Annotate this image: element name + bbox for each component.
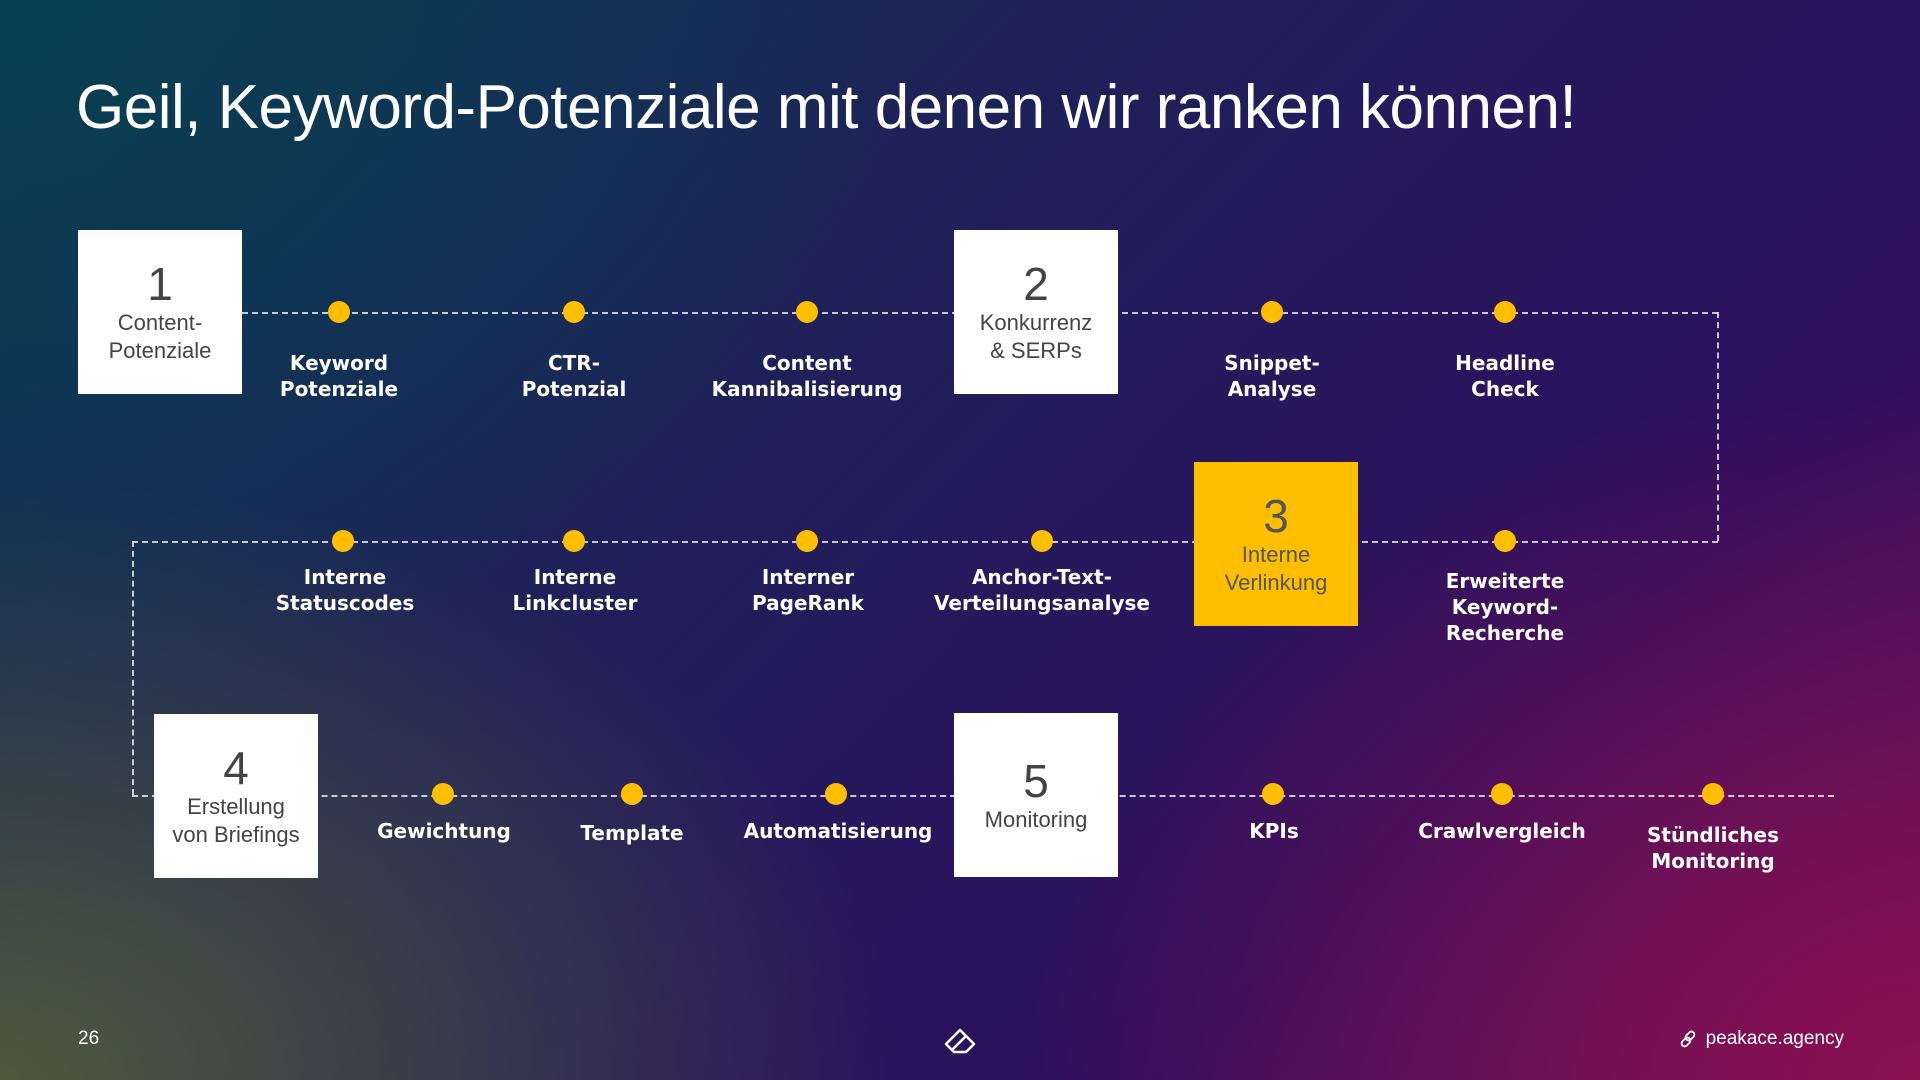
step-number: 3	[1263, 490, 1289, 542]
step-number: 2	[1023, 258, 1049, 310]
milestone-label: Keyword Potenziale	[279, 351, 399, 401]
website-link[interactable]: peakace.agency	[1678, 1028, 1844, 1050]
milestone-label: Headline Check	[1455, 351, 1555, 401]
milestone-dot	[1702, 783, 1724, 805]
milestone-dot	[621, 783, 643, 805]
website-link-text[interactable]: peakace.agency	[1705, 1028, 1844, 1049]
milestone-dot	[563, 530, 585, 552]
milestone-dot	[1031, 530, 1053, 552]
milestone-label: Gewichtung	[377, 819, 511, 843]
page-title: Geil, Keyword-Potenziale mit denen wir r…	[76, 73, 1577, 142]
milestone-label: Anchor-Text- Verteilungsanalyse	[934, 565, 1150, 615]
timeline-line	[1717, 312, 1719, 541]
step-label: Interne Verlinkung	[1224, 542, 1328, 595]
step-box-5: 5 Monitoring	[954, 713, 1118, 877]
milestone-label: CTR- Potenzial	[521, 351, 627, 401]
step-number: 1	[147, 258, 173, 310]
milestone-dot	[825, 783, 847, 805]
milestone-dot	[432, 783, 454, 805]
step-box-1: 1 Content- Potenziale	[78, 230, 242, 394]
milestone-dot	[328, 301, 350, 323]
step-box-2: 2 Konkurrenz & SERPs	[954, 230, 1118, 394]
milestone-label: Erweiterte Keyword- Recherche	[1445, 569, 1565, 645]
milestone-label: KPIs	[1249, 819, 1299, 843]
milestone-dot	[1261, 301, 1283, 323]
link-icon	[1680, 1030, 1695, 1048]
step-box-3: 3 Interne Verlinkung	[1194, 462, 1358, 626]
step-number: 5	[1023, 755, 1049, 807]
step-label: Konkurrenz & SERPs	[979, 310, 1093, 363]
milestone-dot	[1262, 783, 1284, 805]
timeline-line	[132, 541, 1718, 543]
milestone-label: Interne Statuscodes	[275, 565, 415, 615]
milestone-dot	[796, 530, 818, 552]
page-number: 26	[78, 1028, 100, 1049]
milestone-label: Stündliches Monitoring	[1646, 823, 1780, 873]
step-label: Monitoring	[984, 807, 1088, 832]
milestone-label: Interner PageRank	[752, 565, 864, 615]
milestone-dot	[1494, 301, 1516, 323]
step-label: Content- Potenziale	[108, 310, 212, 363]
milestone-dot	[1491, 783, 1513, 805]
milestone-dot	[796, 301, 818, 323]
timeline-line	[132, 541, 134, 795]
milestone-label: Crawlvergleich	[1418, 819, 1586, 843]
milestone-dot	[563, 301, 585, 323]
milestone-dot	[332, 530, 354, 552]
step-label: Erstellung von Briefings	[172, 794, 300, 847]
milestone-label: Snippet- Analyse	[1224, 351, 1320, 401]
peakace-logo-icon	[944, 1028, 976, 1054]
milestone-label: Content Kannibalisierung	[711, 351, 903, 401]
step-number: 4	[223, 742, 249, 794]
milestone-label: Template	[580, 821, 684, 845]
step-box-4: 4 Erstellung von Briefings	[154, 714, 318, 878]
milestone-label: Interne Linkcluster	[512, 565, 638, 615]
milestone-dot	[1494, 530, 1516, 552]
milestone-label: Automatisierung	[743, 819, 933, 843]
